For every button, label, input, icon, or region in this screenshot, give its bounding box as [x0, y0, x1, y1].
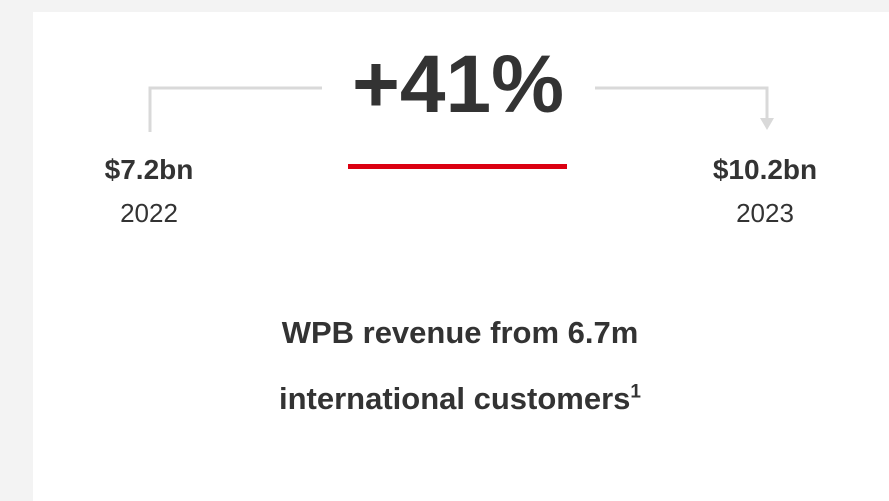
- end-value: $10.2bn: [713, 154, 817, 185]
- left-connector: [148, 86, 322, 132]
- caption: WPB revenue from 6.7m international cust…: [200, 300, 720, 430]
- start-year: 2022: [120, 198, 178, 228]
- headline: +41%: [352, 39, 564, 130]
- card: [33, 12, 889, 501]
- arrow-head: [760, 118, 774, 130]
- footnote: 1: [630, 381, 641, 403]
- right-connector: [595, 86, 769, 120]
- caption-box: WPB revenue from 6.7m international cust…: [200, 300, 720, 430]
- caption-text: WPB revenue from 6.7m international cust…: [279, 315, 639, 416]
- start-value: $7.2bn: [105, 154, 194, 185]
- accent-bar: [348, 164, 567, 169]
- end-year: 2023: [736, 198, 794, 228]
